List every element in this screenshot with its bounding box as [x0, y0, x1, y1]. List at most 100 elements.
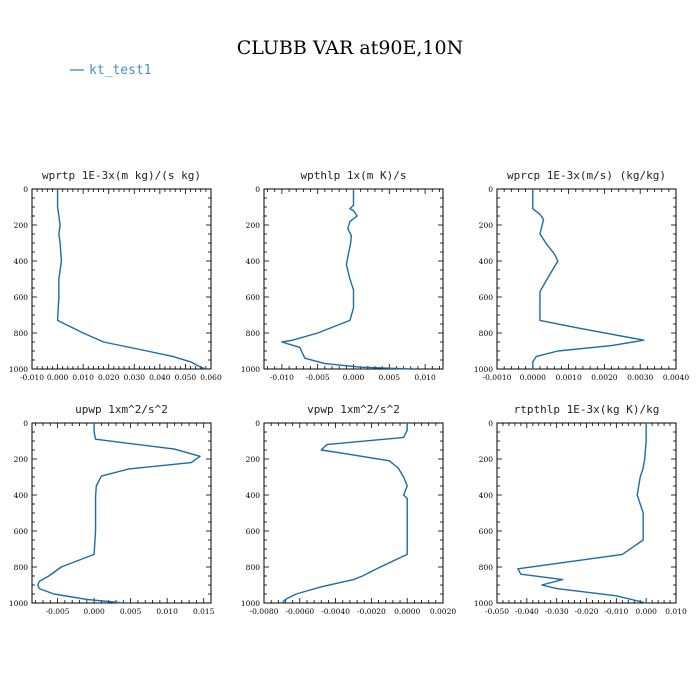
x-tick-label: 0.000	[343, 373, 365, 382]
y-tick-label: 0	[255, 419, 260, 428]
plot-frame	[263, 188, 444, 370]
x-tick-label: 0.0020	[591, 373, 617, 382]
y-tick-label: 200	[246, 455, 261, 464]
legend: kt_test1	[70, 63, 152, 78]
chart-title: upwp 1xm^2/s^2	[75, 403, 168, 416]
series-line-1	[37, 423, 201, 604]
x-tick-label: 0.0020	[430, 607, 456, 616]
x-tick-label: -0.0060	[285, 607, 314, 616]
y-tick-label: 200	[14, 455, 29, 464]
x-tick-label: 0.010	[156, 607, 178, 616]
x-tick-label: -0.050	[485, 607, 509, 616]
x-tick-label: -0.010	[604, 607, 628, 616]
plot-frame	[31, 422, 212, 604]
legend-label: kt_test1	[89, 63, 152, 78]
x-tick-label: 0.0040	[663, 373, 689, 382]
y-tick-label: 400	[246, 491, 261, 500]
x-tick-label: -0.0040	[321, 607, 350, 616]
chart-title: rtpthlp 1E-3x(kg K)/kg	[514, 403, 660, 416]
series-line-1	[517, 423, 647, 604]
y-tick-label: 1000	[241, 365, 260, 374]
y-tick-label: 1000	[9, 365, 28, 374]
y-tick-label: 400	[479, 257, 494, 266]
x-tick-label: -0.020	[574, 607, 598, 616]
y-tick-label: 0	[23, 419, 28, 428]
chart-panel-3: wprcp 1E-3x(m/s) (kg/kg) 0 200 400 600 800 100…	[474, 169, 689, 382]
y-tick-label: 600	[246, 527, 261, 536]
x-tick-label: 0.0010	[555, 373, 581, 382]
figure-title: CLUBB VAR at90E,10N	[237, 37, 463, 59]
x-tick-label: -0.005	[46, 607, 70, 616]
plot-frame	[496, 188, 677, 370]
x-tick-label: 0.0030	[627, 373, 653, 382]
y-tick-label: 0	[255, 185, 260, 194]
chart-panel-6: rtpthlp 1E-3x(kg K)/kg02004006008001000-…	[474, 403, 687, 616]
y-tick-label: 800	[246, 563, 261, 572]
x-tick-label: -0.005	[306, 373, 330, 382]
x-tick-label: 0.040	[149, 373, 171, 382]
plot-frame	[263, 422, 444, 604]
x-tick-label: 0.010	[414, 373, 436, 382]
chart-title: vpwp 1xm^2/s^2	[307, 403, 400, 416]
x-tick-label: -0.010	[270, 373, 294, 382]
y-tick-label: 600	[14, 293, 29, 302]
y-tick-label: 600	[246, 293, 261, 302]
x-tick-label: 0.010	[72, 373, 94, 382]
plot-frame	[496, 422, 677, 604]
y-tick-label: 800	[479, 563, 494, 572]
panels: wprtp 1E-3x(m kg)/(s kg) 0 200 400 600 800 100…	[9, 169, 689, 616]
y-tick-label: 1000	[474, 365, 493, 374]
y-tick-label: 0	[488, 419, 493, 428]
x-tick-label: 0.005	[379, 373, 401, 382]
y-tick-label: 400	[14, 491, 29, 500]
y-tick-label: 800	[14, 563, 29, 572]
x-tick-label: 0.005	[120, 607, 142, 616]
series-line-1	[281, 189, 411, 370]
chart-title: wpthlp 1x(m K)/s	[301, 169, 407, 182]
chart-panel-5: vpwp 1xm^2/s^2 0 200 400 600 800 1000-0.0080 -0…	[241, 403, 456, 616]
series-line-1	[532, 189, 645, 369]
x-tick-label: -0.0010	[483, 373, 512, 382]
x-tick-label: 0.0000	[394, 607, 420, 616]
y-tick-label: 800	[479, 329, 494, 338]
x-tick-label: 0.050	[175, 373, 197, 382]
y-tick-label: 800	[14, 329, 29, 338]
x-tick-label: 0.000	[83, 607, 105, 616]
y-tick-label: 0	[23, 185, 28, 194]
series-line-1	[281, 423, 408, 604]
x-tick-label: 0.020	[98, 373, 120, 382]
y-tick-label: 200	[479, 455, 494, 464]
y-tick-label: 1000	[241, 599, 260, 608]
y-tick-label: 400	[14, 257, 29, 266]
chart-title: wprtp 1E-3x(m kg)/(s kg)	[42, 169, 201, 182]
x-tick-label: 0.010	[665, 607, 687, 616]
chart-panel-1: wprtp 1E-3x(m kg)/(s kg) 0 200 400 600 800 100…	[9, 169, 222, 382]
y-tick-label: 200	[246, 221, 261, 230]
y-tick-label: 600	[479, 293, 494, 302]
x-tick-label: -0.0080	[250, 607, 279, 616]
y-tick-label: 200	[14, 221, 29, 230]
x-tick-label: -0.0020	[357, 607, 386, 616]
x-tick-label: 0.0000	[520, 373, 546, 382]
series-line-1	[56, 189, 207, 370]
x-tick-label: -0.040	[515, 607, 539, 616]
y-tick-label: 600	[479, 527, 494, 536]
chart-panel-2: wpthlp 1x(m K)/s 0 200 400 600 800 1000 -0.010 -…	[241, 169, 444, 382]
y-tick-label: 400	[479, 491, 494, 500]
y-tick-label: 800	[246, 329, 261, 338]
y-tick-label: 600	[14, 527, 29, 536]
x-tick-label: 0.000	[635, 607, 657, 616]
y-tick-label: 1000	[9, 599, 28, 608]
chart-panel-4: upwp 1xm^2/s^2 0 200 400 600 800 1000 -0.005 0.0…	[9, 403, 215, 616]
x-tick-label: -0.030	[545, 607, 569, 616]
y-tick-label: 1000	[474, 599, 493, 608]
x-tick-label: 0.030	[124, 373, 146, 382]
x-tick-label: 0.000	[47, 373, 69, 382]
y-tick-label: 400	[246, 257, 261, 266]
y-tick-label: 200	[479, 221, 494, 230]
x-tick-label: 0.060	[200, 373, 222, 382]
x-tick-label: 0.015	[193, 607, 215, 616]
chart-title: wprcp 1E-3x(m/s) (kg/kg)	[507, 169, 666, 182]
y-tick-label: 0	[488, 185, 493, 194]
